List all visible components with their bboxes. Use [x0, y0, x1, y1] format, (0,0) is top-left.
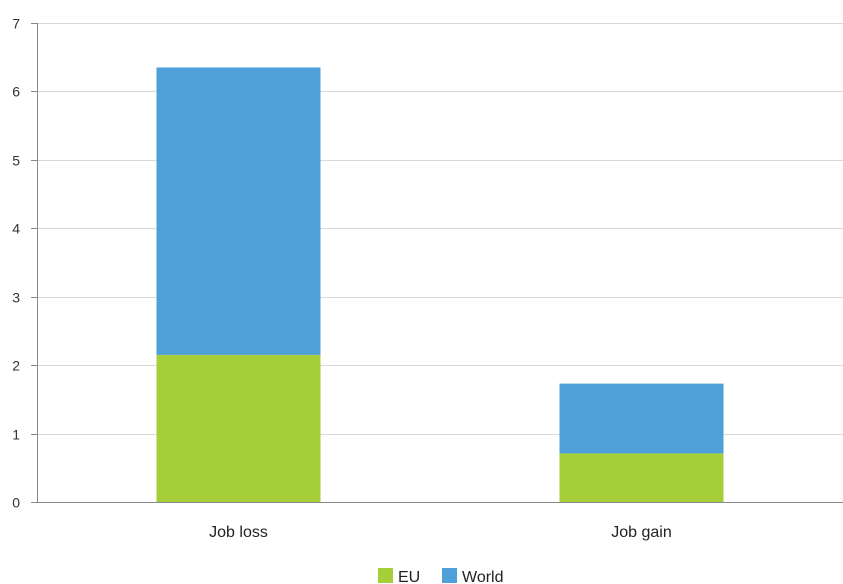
bar-world-job-loss [156, 67, 321, 355]
y-tick-label: 1 [12, 427, 20, 443]
y-tick-label: 0 [12, 495, 20, 511]
y-tick-label: 7 [12, 16, 20, 32]
bars [156, 67, 724, 502]
legend: EU World [378, 568, 504, 584]
x-category-label: Job loss [209, 524, 268, 541]
y-tick-label: 5 [12, 153, 20, 169]
x-category-label: Job gain [611, 524, 672, 541]
y-tick-label: 4 [12, 221, 20, 237]
bar-eu-job-gain [559, 453, 724, 502]
labels: 0 1 2 3 4 5 6 7 Job loss Job gain [12, 16, 672, 542]
legend-swatch-eu [378, 568, 393, 583]
legend-label-world: World [462, 569, 504, 584]
legend-label-eu: EU [398, 569, 420, 584]
bar-world-job-gain [559, 383, 724, 454]
bar-eu-job-loss [156, 354, 321, 502]
y-tick-label: 6 [12, 84, 20, 100]
legend-swatch-world [442, 568, 457, 583]
y-tick-label: 3 [12, 290, 20, 306]
axes [31, 23, 843, 503]
y-tick-label: 2 [12, 358, 20, 374]
